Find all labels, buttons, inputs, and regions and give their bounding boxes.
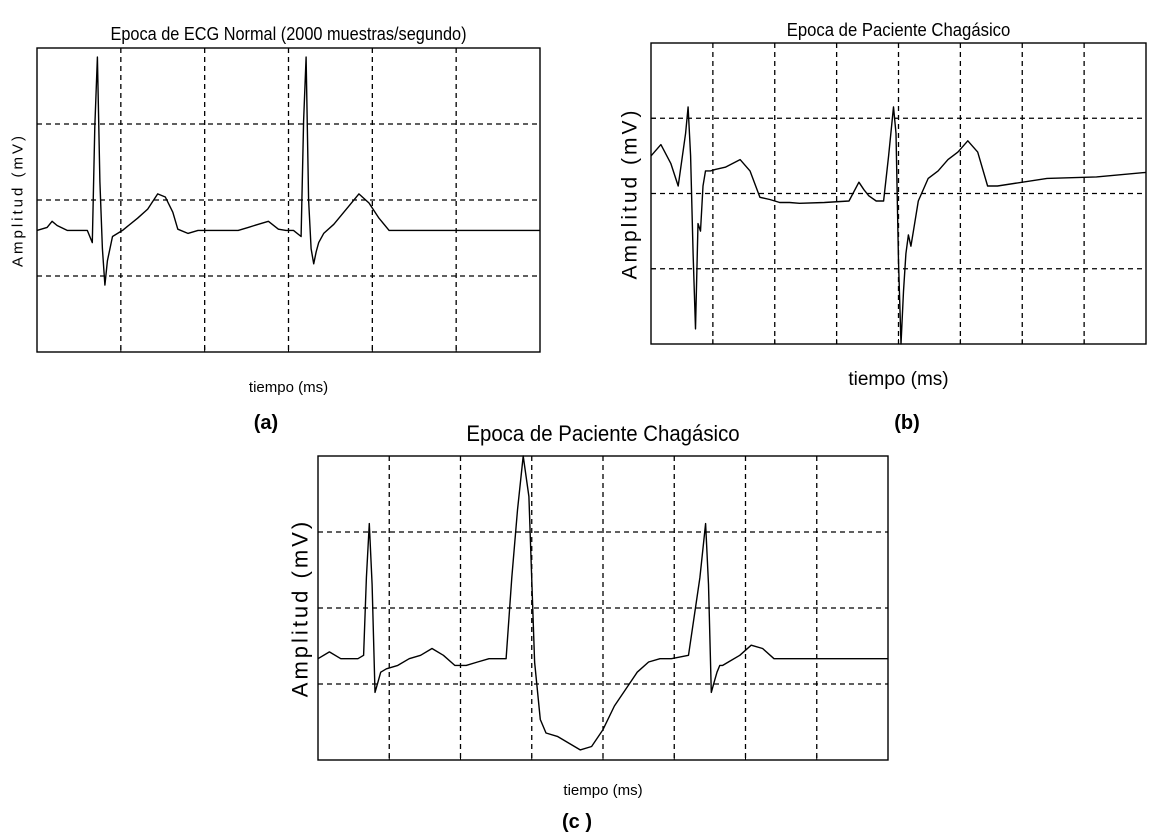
x-axis-label: tiempo (ms): [249, 379, 328, 396]
y-axis-label: Amplitud (mV): [10, 133, 27, 267]
chart-panel-1: [36, 47, 541, 353]
ecg-series-line: [650, 106, 1147, 345]
ecg-series-line: [36, 56, 540, 286]
x-axis-label: tiempo (ms): [563, 782, 642, 799]
panel-label: (c ): [562, 811, 592, 833]
chart-title: Epoca de Paciente Chagásico: [787, 20, 1011, 40]
ecg-series-line: [317, 455, 888, 751]
chart-panel-3: [317, 455, 889, 761]
y-axis-label: Amplitud (mV): [619, 107, 642, 279]
x-axis-label: tiempo (ms): [848, 369, 948, 390]
chart-title: Epoca de ECG Normal (2000 muestras/segun…: [110, 24, 466, 44]
chart-title: Epoca de Paciente Chagásico: [466, 421, 739, 446]
chart-panel-2: [650, 42, 1147, 345]
panel-label: (b): [894, 412, 920, 434]
y-axis-label: Amplitud (mV): [288, 519, 313, 697]
panel-label: (a): [254, 412, 278, 434]
